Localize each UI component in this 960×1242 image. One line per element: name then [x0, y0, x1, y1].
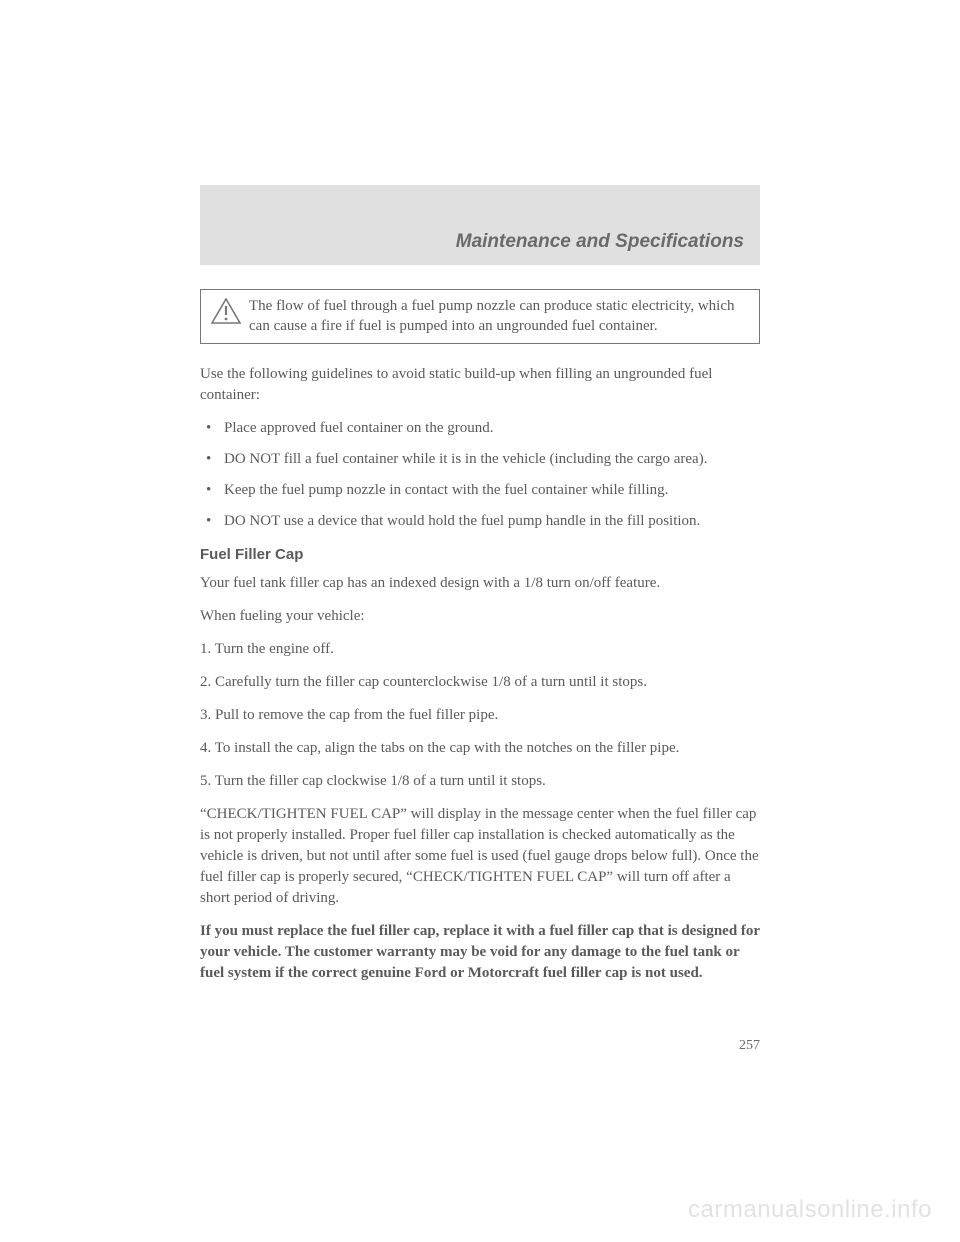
list-item: DO NOT fill a fuel container while it is… — [200, 449, 760, 470]
warning-box: The flow of fuel through a fuel pump noz… — [200, 289, 760, 344]
step-item: 2. Carefully turn the filler cap counter… — [200, 672, 760, 693]
step-item: 4. To install the cap, align the tabs on… — [200, 738, 760, 759]
body-paragraph: Your fuel tank filler cap has an indexed… — [200, 573, 760, 594]
list-item: Keep the fuel pump nozzle in contact wit… — [200, 480, 760, 501]
section-header: Maintenance and Specifications — [200, 185, 760, 265]
step-item: 3. Pull to remove the cap from the fuel … — [200, 705, 760, 726]
body-paragraph: When fueling your vehicle: — [200, 606, 760, 627]
page-number: 257 — [739, 1038, 760, 1054]
section-title: Maintenance and Specifications — [456, 231, 744, 253]
warning-text: The flow of fuel through a fuel pump noz… — [249, 298, 735, 334]
list-item: Place approved fuel container on the gro… — [200, 418, 760, 439]
watermark-text: carmanualsonline.info — [688, 1196, 932, 1224]
manual-page: Maintenance and Specifications The flow … — [0, 0, 960, 1242]
step-item: 5. Turn the filler cap clockwise 1/8 of … — [200, 771, 760, 792]
intro-paragraph: Use the following guidelines to avoid st… — [200, 364, 760, 406]
warning-icon — [211, 298, 241, 324]
guideline-list: Place approved fuel container on the gro… — [200, 418, 760, 532]
emphasis-paragraph: If you must replace the fuel filler cap,… — [200, 921, 760, 984]
step-item: 1. Turn the engine off. — [200, 639, 760, 660]
list-item: DO NOT use a device that would hold the … — [200, 511, 760, 532]
body-paragraph: “CHECK/TIGHTEN FUEL CAP” will display in… — [200, 804, 760, 909]
subsection-heading: Fuel Filler Cap — [200, 546, 760, 563]
